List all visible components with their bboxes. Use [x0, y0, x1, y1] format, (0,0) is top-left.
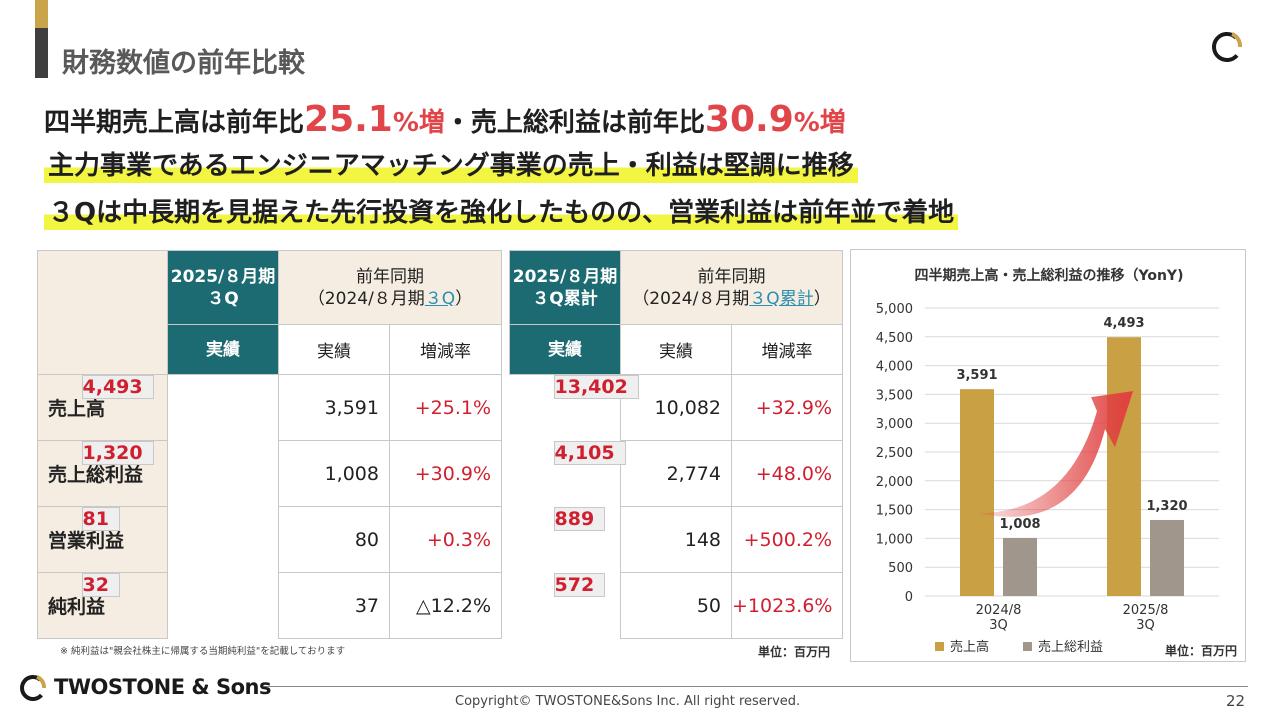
legend-swatch — [935, 642, 944, 651]
current-value: 889 — [553, 506, 606, 531]
growth-arrow — [978, 391, 1133, 517]
prior-value: 148 — [620, 506, 732, 573]
revenue-chart: 四半期売上高・売上総利益の推移（YonY) 0 500 1,000 1,500 2,000… — [876, 267, 1237, 658]
gross-profit-growth-value: 30.9 — [704, 99, 794, 140]
current-value: 1,320 — [81, 440, 154, 465]
prior-period-header: 前年同期 （2024/８月期３Q累計） — [619, 250, 844, 325]
data-label: 1,008 — [999, 517, 1040, 532]
data-label: 1,320 — [1146, 499, 1187, 514]
y-tick-label: 1,000 — [876, 532, 913, 547]
sub-header-change: 増減率 — [730, 324, 844, 375]
current-period-header: 2025/８月期 ３Q累計 — [509, 250, 621, 325]
prior-value: 50 — [620, 572, 732, 639]
page-title: 財務数値の前年比較 — [62, 48, 305, 79]
prior-period-header: 前年同期 （2024/８月期３Q） — [277, 250, 503, 325]
y-tick-label: 3,500 — [876, 388, 913, 403]
current-value: 572 — [553, 572, 606, 597]
footer-divider — [264, 686, 1248, 687]
change-rate: +0.3% — [388, 506, 503, 573]
table-unit-label: 単位：百万円 — [758, 645, 831, 659]
sub-header-actual-prior: 実績 — [620, 324, 732, 375]
change-rate: +500.2% — [730, 506, 844, 573]
y-tick-label: 0 — [905, 590, 913, 605]
prior-value: 37 — [278, 572, 390, 639]
sub-header-actual-prior: 実績 — [278, 324, 390, 375]
brand-name: TWOSTONE & Sons — [54, 675, 272, 699]
prior-value: 3,591 — [278, 374, 390, 441]
table-corner — [37, 250, 168, 375]
bar-gross-profit — [1150, 519, 1184, 596]
table-row: 売上総利益 1,320 1,008 +30.9% — [37, 440, 503, 507]
prior-value: 2,774 — [620, 440, 732, 507]
prior-value: 80 — [278, 506, 390, 573]
chart-title: 四半期売上高・売上総利益の推移（YonY) — [915, 267, 1184, 284]
y-tick-label: 2,000 — [876, 475, 913, 490]
current-value: 81 — [81, 506, 120, 531]
x-tick-label: 3Q — [989, 618, 1008, 633]
table-row: 純利益 32 37 △12.2% — [37, 572, 503, 639]
headline-investment: ３Qは中長期を見据えた先行投資を強化したものの、営業利益は前年並で着地 — [44, 196, 959, 230]
current-value: 4,105 — [553, 440, 626, 465]
x-tick-label: 3Q — [1136, 618, 1155, 633]
prior-value: 1,008 — [278, 440, 390, 507]
data-label: 3,591 — [956, 368, 997, 383]
legend-swatch — [1023, 642, 1032, 651]
change-rate: +1023.6% — [730, 572, 844, 639]
bar-revenue — [1107, 337, 1141, 596]
change-rate: +32.9% — [730, 374, 844, 441]
data-label: 4,493 — [1103, 316, 1144, 331]
change-rate: △12.2% — [388, 572, 503, 639]
copyright: Copyright© TWOSTONE&Sons Inc. All right … — [455, 694, 801, 709]
brand-logo-icon — [20, 675, 46, 701]
current-period-header: 2025/８月期 ３Q — [167, 250, 279, 325]
table-row: 889 148 +500.2% — [510, 506, 844, 573]
change-rate: +30.9% — [388, 440, 503, 507]
y-tick-label: 3,000 — [876, 417, 913, 432]
legend-label: 売上高 — [950, 639, 989, 655]
table-row: 営業利益 81 80 +0.3% — [37, 506, 503, 573]
current-value: 4,493 — [81, 375, 154, 399]
table-row: 572 50 +1023.6% — [510, 572, 844, 639]
prior-period-link[interactable]: ３Q — [424, 288, 456, 309]
sub-header-change: 増減率 — [388, 324, 503, 375]
current-value: 32 — [81, 572, 120, 597]
sub-header-actual-current: 実績 — [167, 324, 279, 375]
y-tick-label: 1,500 — [876, 504, 913, 519]
change-rate: +25.1% — [388, 374, 503, 441]
quarter-comparison-table: 2025/８月期 ３Q 前年同期 （2024/８月期３Q） 実績 実績 増減率 売上… — [37, 250, 503, 639]
x-tick-label: 2025/8 — [1123, 603, 1169, 618]
current-value: 13,402 — [553, 375, 639, 399]
table-row: 4,105 2,774 +48.0% — [510, 440, 844, 507]
legend-label: 売上総利益 — [1038, 639, 1103, 655]
revenue-growth-value: 25.1 — [304, 99, 393, 140]
cumulative-comparison-table: 2025/８月期 ３Q累計 前年同期 （2024/８月期３Q累計） 実績 実績 増減… — [509, 250, 844, 639]
footnote: ※ 純利益は"親会社株主に帰属する当期純利益"を記載しております — [60, 646, 346, 657]
y-tick-label: 4,000 — [876, 360, 913, 375]
x-tick-label: 2024/8 — [976, 603, 1022, 618]
page-number: 22 — [1226, 692, 1246, 710]
bar-gross-profit — [1003, 537, 1037, 596]
bar-revenue — [960, 389, 994, 596]
table-row: 売上高 4,493 3,591 +25.1% — [37, 374, 503, 441]
change-rate: +48.0% — [730, 440, 844, 507]
headline-growth: 四半期売上高は前年比25.1%増・売上総利益は前年比30.9%増 — [44, 99, 846, 140]
chart-unit-label: 単位：百万円 — [1165, 643, 1237, 658]
table-row: 13,402 10,082 +32.9% — [510, 374, 844, 441]
y-tick-label: 4,500 — [876, 331, 913, 346]
headline-core-business: 主力事業であるエンジニアマッチング事業の売上・利益は堅調に推移 — [44, 149, 858, 183]
y-tick-label: 5,000 — [876, 302, 913, 317]
chart-panel: 四半期売上高・売上総利益の推移（YonY) 0 500 1,000 1,500 2,000… — [850, 249, 1246, 662]
sub-header-actual-current: 実績 — [509, 324, 621, 375]
logo-mark-icon — [1212, 32, 1243, 62]
prior-period-link[interactable]: ３Q累計 — [749, 288, 814, 309]
y-tick-label: 500 — [888, 561, 913, 576]
y-tick-label: 2,500 — [876, 446, 913, 461]
header-accent-bar — [35, 0, 48, 78]
